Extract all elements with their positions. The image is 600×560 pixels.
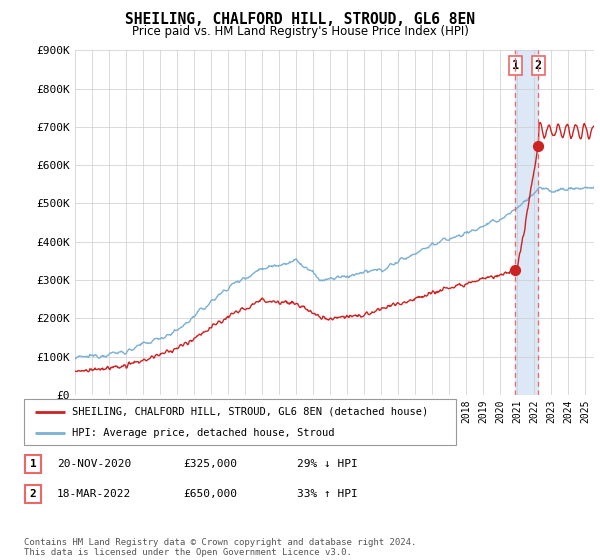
Text: SHEILING, CHALFORD HILL, STROUD, GL6 8EN: SHEILING, CHALFORD HILL, STROUD, GL6 8EN bbox=[125, 12, 475, 27]
Text: £325,000: £325,000 bbox=[183, 459, 237, 469]
Text: 1: 1 bbox=[29, 459, 37, 469]
Text: 20-NOV-2020: 20-NOV-2020 bbox=[57, 459, 131, 469]
Text: 2: 2 bbox=[535, 59, 542, 72]
Text: 33% ↑ HPI: 33% ↑ HPI bbox=[297, 489, 358, 499]
FancyBboxPatch shape bbox=[25, 455, 41, 473]
Text: 29% ↓ HPI: 29% ↓ HPI bbox=[297, 459, 358, 469]
Text: Contains HM Land Registry data © Crown copyright and database right 2024.
This d: Contains HM Land Registry data © Crown c… bbox=[24, 538, 416, 557]
Text: HPI: Average price, detached house, Stroud: HPI: Average price, detached house, Stro… bbox=[71, 428, 334, 438]
FancyBboxPatch shape bbox=[25, 485, 41, 503]
Text: 18-MAR-2022: 18-MAR-2022 bbox=[57, 489, 131, 499]
Bar bbox=[515, 50, 538, 395]
Text: 1: 1 bbox=[512, 59, 519, 72]
Point bbox=[511, 266, 520, 275]
Point bbox=[533, 142, 543, 151]
FancyBboxPatch shape bbox=[24, 399, 456, 445]
Text: SHEILING, CHALFORD HILL, STROUD, GL6 8EN (detached house): SHEILING, CHALFORD HILL, STROUD, GL6 8EN… bbox=[71, 407, 428, 417]
Text: Price paid vs. HM Land Registry's House Price Index (HPI): Price paid vs. HM Land Registry's House … bbox=[131, 25, 469, 38]
Text: 2: 2 bbox=[29, 489, 37, 499]
Text: £650,000: £650,000 bbox=[183, 489, 237, 499]
